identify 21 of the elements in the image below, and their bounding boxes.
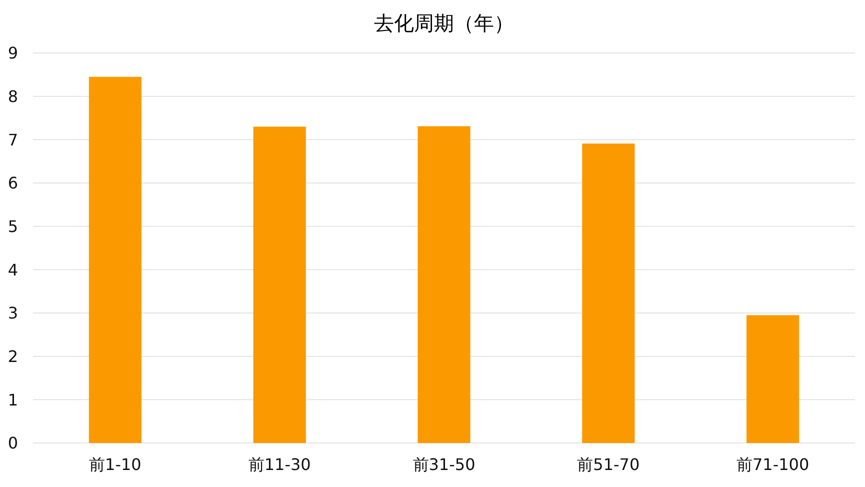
x-tick-label: 前1-10 bbox=[89, 455, 142, 474]
y-tick-label: 9 bbox=[8, 44, 18, 63]
y-tick-label: 1 bbox=[8, 390, 18, 410]
y-tick-label: 3 bbox=[8, 304, 18, 323]
bar bbox=[88, 76, 142, 443]
x-tick-label: 前31-50 bbox=[412, 455, 476, 474]
y-tick-label: 4 bbox=[8, 260, 18, 280]
x-tick-label: 前51-70 bbox=[577, 455, 640, 474]
y-tick-label: 2 bbox=[8, 346, 18, 366]
x-tick-label: 前11-30 bbox=[248, 455, 311, 474]
bar bbox=[746, 315, 800, 443]
bar bbox=[253, 126, 306, 443]
y-tick-label: 8 bbox=[8, 86, 18, 106]
y-tick-label: 5 bbox=[8, 216, 18, 236]
chart-title: 去化周期（年） bbox=[374, 11, 514, 35]
y-tick-label: 6 bbox=[8, 174, 18, 193]
y-tick-label: 7 bbox=[8, 130, 18, 150]
x-tick-label: 前71-100 bbox=[736, 455, 810, 474]
bar bbox=[418, 126, 470, 443]
y-tick-label: 0 bbox=[8, 434, 18, 453]
bar bbox=[582, 144, 635, 443]
